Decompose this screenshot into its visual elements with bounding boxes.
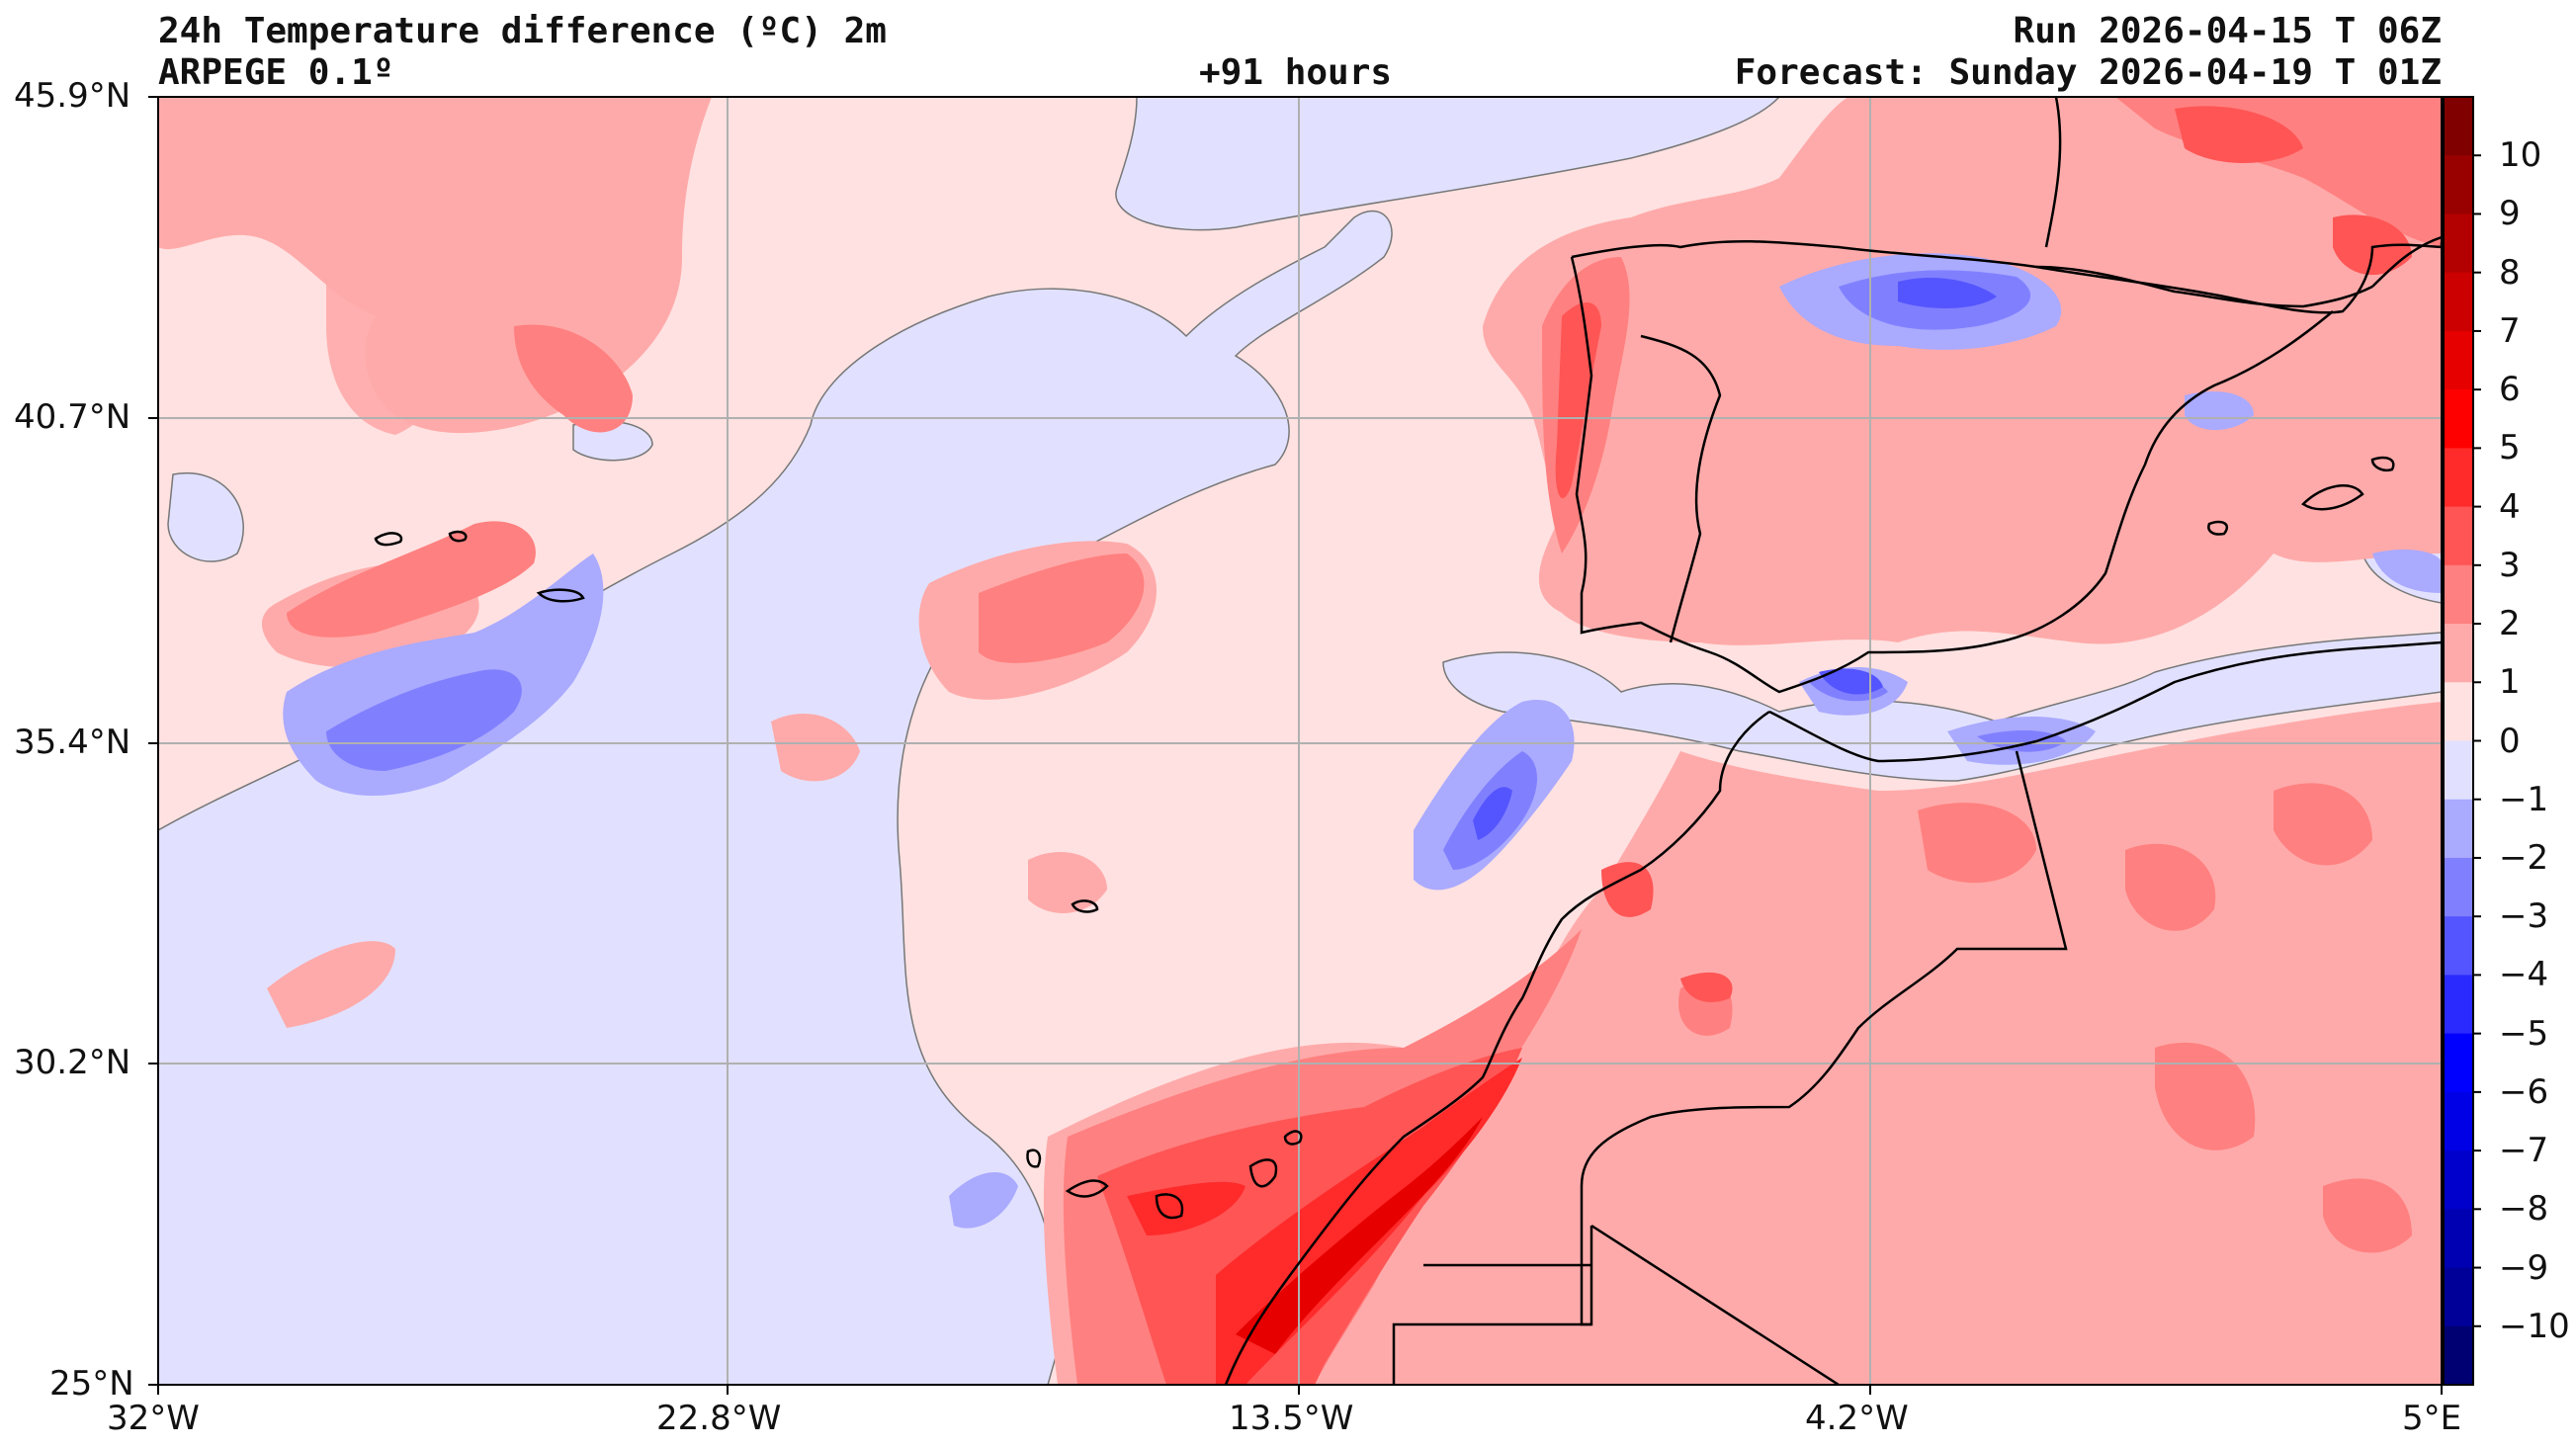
colorbar-label: −4 bbox=[2499, 955, 2549, 995]
lat-label: 25°N bbox=[49, 1364, 134, 1404]
axis-ticks bbox=[148, 96, 2443, 1395]
colorbar-segment bbox=[2444, 857, 2473, 917]
colorbar bbox=[2444, 97, 2481, 1386]
colorbar-label: 4 bbox=[2499, 486, 2521, 527]
colorbar-label: 10 bbox=[2499, 135, 2542, 176]
colorbar-label: −9 bbox=[2499, 1247, 2549, 1288]
colorbar-label: −7 bbox=[2499, 1131, 2549, 1171]
colorbar-segment bbox=[2444, 1209, 2473, 1269]
colorbar-segment bbox=[2444, 97, 2473, 156]
positive-zone-5-7 bbox=[1236, 1117, 1483, 1354]
lat-label: 35.4°N bbox=[14, 723, 131, 762]
colorbar-segment bbox=[2444, 389, 2473, 449]
lon-label: 22.8°W bbox=[656, 1399, 782, 1438]
colorbar-label: 9 bbox=[2499, 194, 2521, 234]
colorbar-label: 8 bbox=[2499, 252, 2521, 293]
lead-time: +91 hours bbox=[1199, 52, 1393, 93]
colorbar-segment bbox=[2444, 682, 2473, 741]
colorbar-label: 2 bbox=[2499, 604, 2521, 644]
colorbar-label: 5 bbox=[2499, 428, 2521, 468]
lon-label: 13.5°W bbox=[1229, 1399, 1354, 1438]
colorbar-frame bbox=[2443, 96, 2474, 1386]
colorbar-segment bbox=[2444, 506, 2473, 566]
lat-label: 45.9°N bbox=[14, 76, 131, 116]
colorbar-segment bbox=[2444, 272, 2473, 332]
colorbar-segment bbox=[2444, 1325, 2473, 1386]
colorbar-segment bbox=[2444, 799, 2473, 859]
graticule bbox=[158, 97, 2442, 1385]
colorbar-label: 0 bbox=[2499, 721, 2521, 761]
lon-label: 5°E bbox=[2402, 1399, 2462, 1438]
colorbar-segment bbox=[2444, 1150, 2473, 1210]
colorbar-segment bbox=[2444, 740, 2473, 801]
lon-label: 32°W bbox=[107, 1399, 200, 1438]
colorbar-label: −10 bbox=[2499, 1306, 2570, 1346]
colorbar-segment bbox=[2444, 1267, 2473, 1327]
colorbar-label: 7 bbox=[2499, 310, 2521, 351]
colorbar-label: 1 bbox=[2499, 662, 2521, 703]
forecast-time: Forecast: Sunday 2026-04-19 T 01Z bbox=[1734, 52, 2442, 93]
colorbar-label: −8 bbox=[2499, 1189, 2549, 1230]
lat-label: 30.2°N bbox=[14, 1043, 131, 1082]
run-time: Run 2026-04-15 T 06Z bbox=[2013, 11, 2442, 51]
colorbar-label: −3 bbox=[2499, 896, 2549, 937]
colorbar-segment bbox=[2444, 1033, 2473, 1093]
negative-zone-3-5 bbox=[1473, 277, 1997, 840]
colorbar-label: −2 bbox=[2499, 837, 2549, 878]
model-name: ARPEGE 0.1º bbox=[158, 52, 394, 93]
colorbar-segment bbox=[2444, 213, 2473, 274]
colorbar-segment bbox=[2444, 448, 2473, 508]
colorbar-label: −1 bbox=[2499, 779, 2549, 819]
colorbar-segment bbox=[2444, 624, 2473, 683]
lon-label: 4.2°W bbox=[1805, 1399, 1909, 1438]
colorbar-segment bbox=[2444, 916, 2473, 976]
map-area bbox=[158, 97, 2442, 1385]
colorbar-segment bbox=[2444, 975, 2473, 1035]
lat-label: 40.7°N bbox=[14, 397, 131, 437]
colorbar-label: 3 bbox=[2499, 545, 2521, 585]
colorbar-label: −6 bbox=[2499, 1071, 2549, 1112]
colorbar-segment bbox=[2444, 564, 2473, 625]
map-title: 24h Temperature difference (ºC) 2m bbox=[158, 11, 887, 51]
colorbar-segment bbox=[2444, 330, 2473, 390]
colorbar-segment bbox=[2444, 1091, 2473, 1151]
coastlines bbox=[374, 97, 2442, 1385]
colorbar-segment bbox=[2444, 155, 2473, 214]
colorbar-label: 6 bbox=[2499, 370, 2521, 410]
colorbar-label: −5 bbox=[2499, 1013, 2549, 1054]
